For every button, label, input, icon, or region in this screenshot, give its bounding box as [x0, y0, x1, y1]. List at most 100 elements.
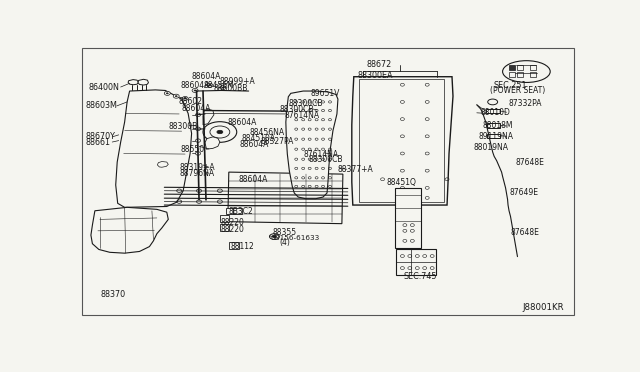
Polygon shape	[138, 79, 148, 85]
Polygon shape	[157, 161, 168, 167]
Text: 88377+A: 88377+A	[338, 165, 374, 174]
Text: 88604A: 88604A	[228, 118, 257, 127]
Text: 88300B: 88300B	[168, 122, 198, 131]
Polygon shape	[352, 77, 453, 205]
Text: 88661: 88661	[86, 138, 111, 147]
Ellipse shape	[196, 127, 200, 131]
Text: 88602: 88602	[178, 97, 202, 106]
Text: 0B156-61633: 0B156-61633	[271, 235, 320, 241]
Ellipse shape	[488, 99, 498, 105]
Text: 88604A: 88604A	[239, 175, 268, 185]
Text: 88300CB: 88300CB	[280, 105, 314, 115]
Text: 88604A: 88604A	[180, 81, 209, 90]
Text: 88300CB: 88300CB	[288, 99, 323, 108]
Ellipse shape	[196, 113, 200, 116]
Text: 87332PA: 87332PA	[508, 99, 541, 108]
Text: 88456M: 88456M	[203, 81, 234, 90]
Ellipse shape	[184, 98, 186, 99]
Text: 88018M: 88018M	[483, 122, 513, 131]
Ellipse shape	[502, 61, 550, 83]
Text: 8B3C2: 8B3C2	[229, 208, 253, 217]
Text: 87648E: 87648E	[515, 158, 545, 167]
Text: 88300EA: 88300EA	[358, 71, 393, 80]
Text: 88327PA: 88327PA	[260, 137, 294, 146]
Bar	[220, 224, 229, 231]
Ellipse shape	[194, 90, 196, 91]
Polygon shape	[128, 80, 138, 85]
Ellipse shape	[217, 130, 223, 134]
Text: 88010D: 88010D	[481, 108, 511, 117]
Ellipse shape	[164, 92, 170, 95]
Ellipse shape	[175, 96, 177, 97]
Bar	[359, 79, 444, 202]
Text: 88672: 88672	[366, 60, 392, 69]
Text: 86400N: 86400N	[89, 83, 120, 92]
Text: 88019NA: 88019NA	[474, 143, 509, 152]
Ellipse shape	[210, 126, 230, 138]
Ellipse shape	[196, 139, 200, 142]
Ellipse shape	[207, 83, 213, 87]
Text: 87649E: 87649E	[509, 188, 538, 197]
Ellipse shape	[220, 86, 226, 90]
Bar	[227, 208, 236, 214]
Text: 88355: 88355	[273, 228, 296, 237]
Text: 88603M: 88603M	[86, 102, 118, 110]
Text: 88796NA: 88796NA	[179, 169, 214, 178]
Bar	[509, 71, 515, 77]
Text: 88600BB: 88600BB	[214, 84, 248, 93]
Text: 88112: 88112	[231, 243, 255, 251]
Text: 884510A: 884510A	[242, 134, 276, 142]
Text: 87614NA: 87614NA	[303, 150, 339, 158]
Bar	[531, 65, 536, 70]
Bar	[518, 65, 524, 70]
Text: 89651V: 89651V	[310, 89, 339, 97]
Ellipse shape	[192, 89, 198, 93]
Text: J88001KR: J88001KR	[522, 303, 564, 312]
Bar	[518, 71, 524, 77]
Text: 88999+A: 88999+A	[220, 77, 255, 86]
Ellipse shape	[273, 235, 276, 238]
Text: SEC.251: SEC.251	[493, 81, 527, 90]
Polygon shape	[116, 90, 191, 207]
Polygon shape	[228, 172, 343, 224]
Text: 88451Q: 88451Q	[387, 178, 417, 187]
Ellipse shape	[222, 87, 224, 88]
Text: 88604A: 88604A	[182, 104, 211, 113]
Bar	[486, 134, 500, 138]
Bar	[509, 65, 515, 70]
Text: 88300CB: 88300CB	[308, 155, 342, 164]
Text: 87648E: 87648E	[511, 228, 540, 237]
Bar	[396, 250, 436, 275]
Bar	[531, 71, 536, 77]
Text: 88220: 88220	[221, 218, 244, 227]
Ellipse shape	[269, 234, 280, 240]
Text: 88604A: 88604A	[191, 72, 220, 81]
Text: 88604A: 88604A	[240, 140, 269, 149]
Text: 89119NA: 89119NA	[479, 132, 514, 141]
Text: 88670Y: 88670Y	[86, 132, 116, 141]
Polygon shape	[91, 207, 168, 253]
Text: 88319+A: 88319+A	[179, 163, 215, 172]
Text: (POWER SEAT): (POWER SEAT)	[490, 86, 545, 95]
Bar	[233, 208, 242, 214]
Text: 88550: 88550	[180, 145, 204, 154]
Ellipse shape	[209, 85, 211, 86]
Ellipse shape	[182, 96, 188, 100]
Ellipse shape	[203, 122, 237, 142]
Text: 88220: 88220	[221, 225, 244, 234]
Text: 87614NA: 87614NA	[284, 111, 319, 120]
Bar	[486, 109, 500, 113]
Bar	[220, 215, 229, 222]
Bar	[395, 188, 420, 248]
Text: (4): (4)	[280, 238, 291, 247]
Ellipse shape	[196, 152, 200, 155]
Bar	[486, 124, 500, 128]
Ellipse shape	[166, 93, 168, 94]
Polygon shape	[205, 137, 220, 149]
Bar	[229, 242, 239, 249]
Polygon shape	[286, 91, 338, 199]
Text: 88370: 88370	[101, 290, 126, 299]
Text: SEC.745: SEC.745	[403, 272, 437, 280]
Text: 88456NA: 88456NA	[250, 128, 285, 137]
Ellipse shape	[173, 94, 179, 98]
